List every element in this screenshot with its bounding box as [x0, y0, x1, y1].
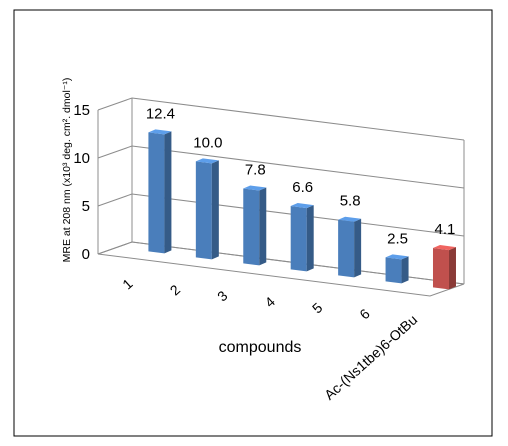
- floor-outline: [97, 241, 465, 297]
- gridline-back: [131, 97, 465, 141]
- data-label: 6.6: [292, 179, 313, 196]
- data-label: 2.5: [387, 230, 408, 247]
- bar-side: [354, 218, 362, 278]
- y-tick-label: 0: [82, 246, 90, 263]
- y-tick-label: 10: [73, 150, 90, 167]
- gridline-side: [97, 145, 133, 159]
- bar-side: [211, 160, 219, 260]
- chart-bars: [148, 129, 456, 290]
- y-axis-label: MRE at 208 nm (x10³ deg. cm². dmol⁻¹): [61, 78, 73, 263]
- x-axis-label: compounds: [219, 339, 302, 356]
- bar-top: [385, 254, 409, 260]
- bar-top: [290, 203, 314, 209]
- bar-side: [306, 205, 314, 272]
- data-label: 10.0: [193, 134, 222, 151]
- bar: [290, 203, 314, 272]
- bar-top: [338, 216, 362, 222]
- gridline-back: [131, 145, 465, 189]
- y-tick-label: 15: [73, 102, 90, 119]
- data-label: 4.1: [435, 221, 456, 238]
- bar-front: [338, 219, 355, 278]
- data-label: 12.4: [146, 105, 175, 122]
- bar-side: [401, 256, 409, 284]
- data-labels: 12.4 10.0 7.8 6.6 5.8 2.5 4.1: [146, 105, 456, 247]
- bar: [385, 254, 409, 284]
- bar: [338, 216, 362, 278]
- chart-grid: [97, 97, 465, 297]
- bar-top: [148, 129, 172, 135]
- bar-front: [148, 132, 165, 254]
- bar: [195, 158, 219, 260]
- y-tick-label: 5: [82, 198, 90, 215]
- data-label: 7.8: [245, 162, 266, 179]
- bar-side: [164, 131, 172, 254]
- bar: [243, 185, 267, 266]
- bar-side: [448, 247, 456, 290]
- bar-side: [259, 187, 267, 266]
- bar-top: [243, 185, 267, 191]
- bar-front: [432, 248, 449, 290]
- gridline-side: [97, 193, 133, 207]
- bar-front: [195, 161, 212, 260]
- bar-top: [432, 245, 456, 251]
- gridline-side: [97, 97, 133, 111]
- bar: [432, 245, 456, 290]
- bar-front: [290, 206, 307, 272]
- y-tick-labels: 0 5 10 15: [73, 102, 90, 263]
- data-label: 5.8: [340, 193, 361, 210]
- bar: [148, 129, 172, 254]
- bar-front: [385, 257, 402, 284]
- bar-front: [243, 188, 260, 266]
- bar-top: [195, 158, 219, 164]
